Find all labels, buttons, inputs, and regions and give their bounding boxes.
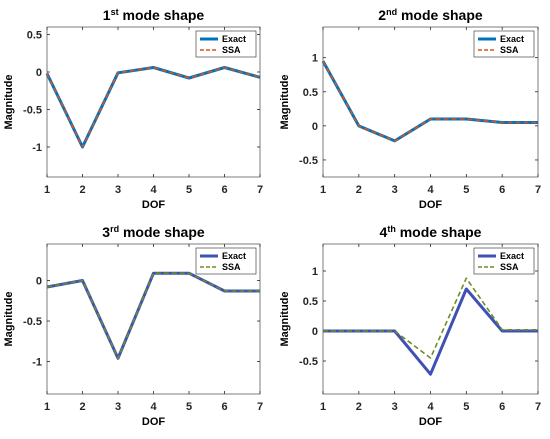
x-tick-label: 7 bbox=[535, 184, 541, 196]
x-tick-label: 5 bbox=[186, 401, 192, 413]
series-line-ssa bbox=[46, 66, 261, 148]
legend-box bbox=[195, 30, 257, 58]
x-tick-label: 2 bbox=[356, 401, 362, 413]
y-tick-label: 0 bbox=[36, 275, 42, 287]
chart-title: 2nd mode shape bbox=[378, 7, 483, 23]
y-tick-label: 0 bbox=[312, 121, 318, 133]
legend-box bbox=[195, 247, 257, 275]
y-axis-label: Magnitude bbox=[279, 75, 291, 130]
legend-label-ssa: SSA bbox=[500, 262, 519, 272]
chart-panel-4: 4th mode shape 1 2 3 4 5 6 7 1 0.5 0 -0.5 DOF Magnitu… bbox=[279, 224, 541, 428]
legend-label-exact: Exact bbox=[500, 251, 524, 261]
x-tick-label: 4 bbox=[427, 401, 434, 413]
x-tick-label: 6 bbox=[499, 401, 505, 413]
legend-box bbox=[473, 247, 535, 275]
y-tick-label: 0.5 bbox=[27, 30, 42, 42]
x-tick-label: 7 bbox=[535, 401, 541, 413]
y-axis-label: Magnitude bbox=[3, 75, 15, 130]
legend-label-ssa: SSA bbox=[500, 45, 519, 55]
x-tick-label: 2 bbox=[79, 401, 85, 413]
x-tick-label: 6 bbox=[499, 184, 505, 196]
x-tick-label: 3 bbox=[392, 184, 398, 196]
legend-box bbox=[473, 30, 535, 58]
legend-label-exact: Exact bbox=[500, 34, 524, 44]
x-axis-label: DOF bbox=[419, 199, 443, 211]
x-tick-label: 5 bbox=[463, 184, 469, 196]
x-tick-label: 7 bbox=[257, 184, 263, 196]
y-tick-label: 0.5 bbox=[303, 296, 318, 308]
x-tick-label: 4 bbox=[427, 184, 434, 196]
y-tick-label: -1 bbox=[32, 357, 42, 369]
x-tick-label: 2 bbox=[79, 184, 85, 196]
y-axis-label: Magnitude bbox=[3, 292, 15, 347]
legend-label-exact: Exact bbox=[222, 34, 246, 44]
y-axis-label: Magnitude bbox=[279, 292, 291, 347]
x-tick-label: 2 bbox=[356, 184, 362, 196]
chart-panel-3: 3rd mode shape 1 2 3 4 5 6 7 0 -0.5 -1 DOF Magnitude… bbox=[3, 224, 263, 428]
y-tick-label: 1 bbox=[312, 53, 318, 65]
chart-title: 4th mode shape bbox=[380, 224, 482, 240]
y-tick-label: 1 bbox=[312, 266, 318, 278]
chart-panel-2: 2nd mode shape 1 2 3 4 5 6 7 1 0.5 0 -0.5 DOF Magnitu… bbox=[279, 7, 541, 211]
x-tick-label: 1 bbox=[320, 401, 326, 413]
series-line-ssa bbox=[323, 277, 538, 359]
x-tick-label: 3 bbox=[115, 184, 121, 196]
y-tick-label: -0.5 bbox=[299, 356, 318, 368]
x-tick-label: 5 bbox=[463, 401, 469, 413]
legend-label-exact: Exact bbox=[222, 251, 246, 261]
x-tick-label: 3 bbox=[115, 401, 121, 413]
x-axis-label: DOF bbox=[419, 416, 443, 428]
chart-title: 3rd mode shape bbox=[102, 224, 205, 240]
x-tick-label: 1 bbox=[44, 401, 50, 413]
x-tick-label: 7 bbox=[257, 401, 263, 413]
x-tick-label: 1 bbox=[320, 184, 326, 196]
y-tick-label: -1 bbox=[32, 142, 42, 154]
chart-panel-1: 1st mode shape 1 2 3 4 5 6 7 0.5 0 -0.5 -1 DOF Magnit… bbox=[3, 7, 263, 211]
x-tick-label: 1 bbox=[44, 184, 50, 196]
series-line-ssa bbox=[322, 60, 538, 142]
y-tick-label: -0.5 bbox=[23, 316, 42, 328]
y-tick-label: 0.5 bbox=[303, 87, 318, 99]
x-tick-label: 6 bbox=[221, 184, 227, 196]
series-line-ssa bbox=[46, 272, 260, 360]
x-tick-label: 3 bbox=[392, 401, 398, 413]
y-tick-label: 0 bbox=[312, 326, 318, 338]
y-tick-label: 0 bbox=[36, 67, 42, 79]
x-tick-label: 5 bbox=[186, 184, 192, 196]
chart-title: 1st mode shape bbox=[103, 7, 205, 23]
x-axis-label: DOF bbox=[142, 416, 166, 428]
x-axis-label: DOF bbox=[142, 199, 166, 211]
x-tick-label: 6 bbox=[221, 401, 227, 413]
legend-label-ssa: SSA bbox=[222, 45, 241, 55]
y-tick-label: -0.5 bbox=[23, 105, 42, 117]
x-tick-label: 4 bbox=[150, 184, 157, 196]
y-tick-label: -0.5 bbox=[299, 155, 318, 167]
legend-label-ssa: SSA bbox=[222, 262, 241, 272]
x-tick-label: 4 bbox=[150, 401, 157, 413]
